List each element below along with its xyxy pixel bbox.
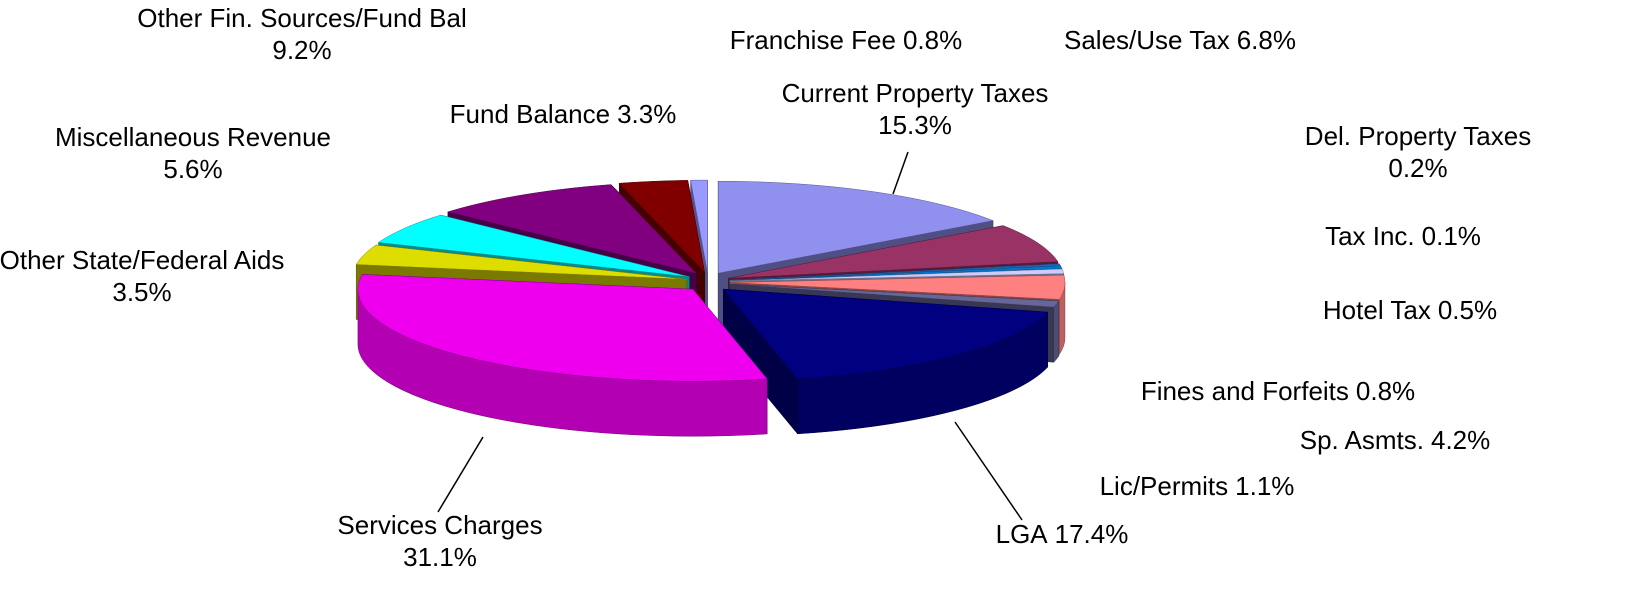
- data-label: Tax Inc. 0.1%: [1325, 221, 1481, 251]
- category-label: Other Fin. Sources/Fund Bal: [137, 3, 466, 33]
- category-label: Hotel Tax: [1323, 295, 1431, 325]
- value-label: 9.2%: [272, 35, 331, 65]
- value-label: 0.2%: [1388, 153, 1447, 183]
- data-label: Other State/Federal Aids 3.5%: [0, 245, 284, 307]
- data-label: Sp. Asmts. 4.2%: [1300, 425, 1491, 455]
- category-label: Current Property Taxes: [782, 78, 1049, 108]
- slice: [618, 180, 706, 273]
- value-label: 15.3%: [878, 110, 952, 140]
- category-label: Fund Balance: [450, 99, 610, 129]
- slice: [377, 214, 690, 278]
- data-label: Lic/Permits 1.1%: [1100, 471, 1295, 501]
- slice: [690, 179, 708, 273]
- category-label: Tax Inc.: [1325, 221, 1415, 251]
- value-label: 1.1%: [1235, 471, 1294, 501]
- slice: [728, 225, 1059, 279]
- slice: [729, 268, 1065, 282]
- category-label: Lic/Permits: [1100, 471, 1229, 501]
- data-label: Del. Property Taxes 0.2%: [1305, 121, 1531, 183]
- leader-lines: [437, 151, 1023, 521]
- value-label: 4.2%: [1431, 425, 1490, 455]
- category-label: Sales/Use Tax: [1064, 25, 1230, 55]
- category-label: Del. Property Taxes: [1305, 121, 1531, 151]
- data-label: Fines and Forfeits 0.8%: [1141, 376, 1415, 406]
- category-label: LGA: [996, 519, 1049, 549]
- value-label: 17.4%: [1055, 519, 1129, 549]
- slice: [729, 283, 1060, 308]
- pie-tops: [355, 179, 1066, 382]
- data-label: Franchise Fee 0.8%: [730, 25, 962, 55]
- data-label: Fund Balance 3.3%: [450, 99, 677, 129]
- data-labels: Current Property Taxes 15.3% Sales/Use Tax…: [0, 3, 1531, 572]
- value-label: 3.3%: [617, 99, 676, 129]
- slice: [729, 265, 1063, 281]
- data-label: Sales/Use Tax 6.8%: [1064, 25, 1296, 55]
- data-label: Current Property Taxes 15.3%: [782, 78, 1049, 140]
- value-label: 0.1%: [1422, 221, 1481, 251]
- category-label: Services Charges: [337, 510, 542, 540]
- category-label: Franchise Fee: [730, 25, 896, 55]
- leader-line: [954, 421, 1023, 521]
- category-label: Miscellaneous Revenue: [55, 122, 331, 152]
- category-label: Sp. Asmts.: [1300, 425, 1424, 455]
- leader-line: [437, 436, 484, 513]
- slice: [355, 244, 687, 280]
- data-label: Services Charges 31.1%: [337, 510, 542, 572]
- slice: [446, 184, 698, 274]
- slice: [729, 274, 1066, 300]
- data-label: LGA 17.4%: [996, 519, 1129, 549]
- leader-line: [892, 151, 909, 195]
- slice-side: [1053, 300, 1060, 363]
- category-label: Other State/Federal Aids: [0, 245, 284, 275]
- value-label: 6.8%: [1237, 25, 1296, 55]
- value-label: 5.6%: [163, 154, 222, 184]
- value-label: 0.8%: [903, 25, 962, 55]
- data-label: Other Fin. Sources/Fund Bal 9.2%: [137, 3, 466, 65]
- value-label: 0.8%: [1356, 376, 1415, 406]
- value-label: 3.5%: [112, 277, 171, 307]
- slice: [717, 180, 994, 274]
- pie: [355, 179, 1066, 437]
- value-label: 0.5%: [1438, 295, 1497, 325]
- value-label: 31.1%: [403, 542, 477, 572]
- data-label: Hotel Tax 0.5%: [1323, 295, 1497, 325]
- slice: [357, 274, 768, 382]
- slice: [722, 288, 1049, 380]
- data-label: Miscellaneous Revenue 5.6%: [55, 122, 331, 184]
- category-label: Fines and Forfeits: [1141, 376, 1349, 406]
